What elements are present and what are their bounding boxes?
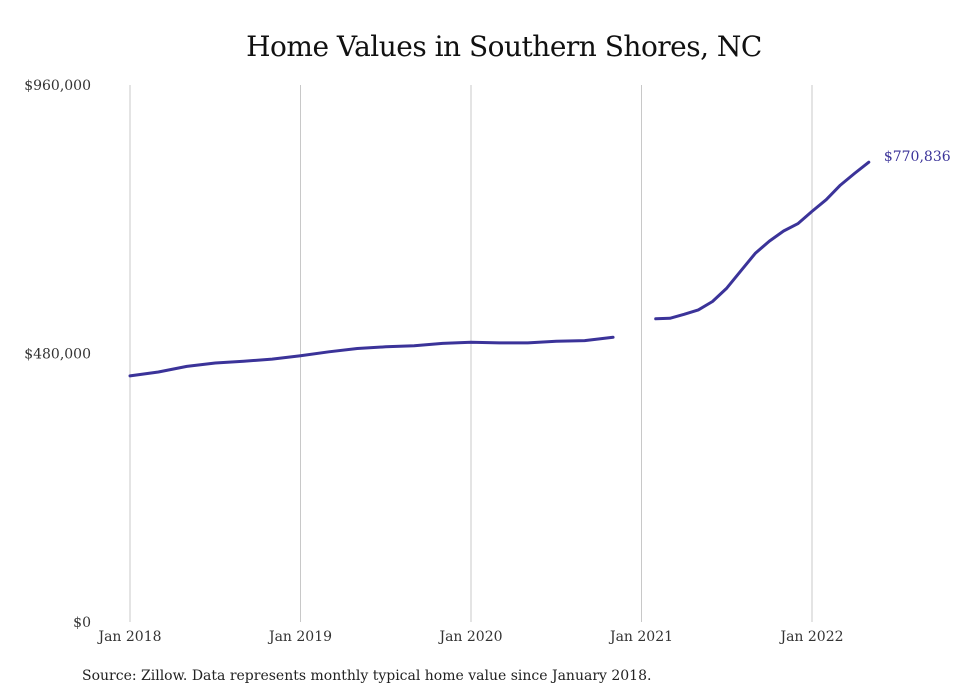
series-lines (128, 160, 871, 378)
y-tick-label: $0 (73, 615, 91, 631)
chart-title: Home Values in Southern Shores, NC (246, 30, 762, 63)
series-line-segment-1 (128, 335, 615, 378)
x-tick-label: Jan 2019 (267, 629, 332, 645)
data-labels: $770,836 (884, 149, 951, 165)
x-tick-label: Jan 2018 (96, 629, 161, 645)
chart-source-note: Source: Zillow. Data represents monthly … (82, 668, 652, 684)
gridlines (129, 85, 813, 622)
y-tick-label: $480,000 (24, 347, 91, 363)
end-value-label: $770,836 (884, 149, 951, 165)
x-tick-label: Jan 2022 (778, 629, 843, 645)
y-tick-label: $960,000 (24, 78, 91, 94)
axis-labels: Jan 2018 Jan 2019 Jan 2020 Jan 2021 Jan 2022… (24, 78, 843, 645)
x-tick-label: Jan 2021 (608, 629, 673, 645)
series-line-segment-2 (654, 160, 871, 321)
x-tick-label: Jan 2020 (437, 629, 502, 645)
